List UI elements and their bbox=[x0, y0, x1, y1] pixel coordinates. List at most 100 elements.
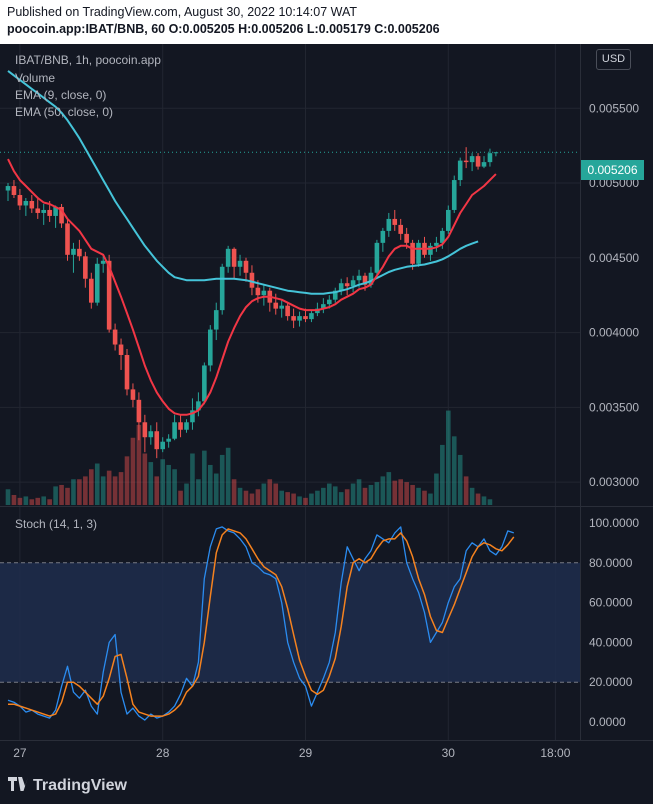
candle bbox=[196, 392, 201, 417]
candle-body bbox=[154, 431, 160, 450]
candle bbox=[451, 175, 457, 213]
volume-bar bbox=[166, 464, 171, 505]
volume-bar bbox=[344, 489, 350, 505]
volume-bar bbox=[172, 469, 177, 505]
stoch-tick-label: 0.0000 bbox=[589, 715, 626, 729]
volume-bar bbox=[255, 489, 261, 505]
volume-bar bbox=[83, 476, 88, 505]
candle bbox=[261, 284, 267, 306]
stoch-tick-label: 60.0000 bbox=[589, 596, 633, 610]
candle-body bbox=[124, 354, 130, 390]
stoch-tick-label: 40.0000 bbox=[589, 635, 633, 649]
candle bbox=[118, 338, 124, 370]
volume-bar bbox=[59, 484, 64, 505]
volume-bar bbox=[279, 490, 284, 505]
candle-body bbox=[178, 422, 183, 430]
candle-body bbox=[118, 344, 124, 355]
candle bbox=[59, 203, 64, 228]
candle-body bbox=[5, 186, 11, 191]
ema-lines bbox=[0, 70, 580, 416]
candle bbox=[457, 157, 463, 187]
stoch-tick-label: 20.0000 bbox=[589, 675, 633, 689]
candle-body bbox=[493, 152, 499, 154]
candle-body bbox=[136, 399, 142, 423]
stoch-band-fill bbox=[0, 562, 580, 683]
candle-body bbox=[47, 209, 52, 216]
volume-bar bbox=[267, 479, 273, 505]
candle-body bbox=[184, 422, 189, 430]
candle bbox=[428, 242, 433, 261]
candle bbox=[392, 209, 398, 231]
candle bbox=[136, 392, 142, 441]
time-tick-label: 18:00 bbox=[540, 746, 570, 760]
time-tick-label: 27 bbox=[13, 746, 27, 760]
candle-body bbox=[386, 218, 392, 231]
candle bbox=[249, 265, 255, 296]
candle bbox=[481, 156, 487, 169]
candle bbox=[493, 152, 499, 157]
currency-button[interactable]: USD bbox=[596, 49, 631, 70]
candle bbox=[475, 153, 481, 170]
volume-bar bbox=[273, 483, 279, 505]
volume-bar bbox=[196, 479, 201, 505]
candle bbox=[469, 153, 475, 172]
candle bbox=[321, 298, 326, 314]
volume-bar bbox=[380, 476, 386, 505]
candle-body bbox=[196, 401, 201, 411]
candle-body bbox=[23, 200, 29, 206]
candle-body bbox=[17, 195, 23, 206]
candle bbox=[178, 414, 183, 438]
publication-header: Published on TradingView.com, August 30,… bbox=[0, 0, 653, 44]
price-tick-label: 0.005500 bbox=[589, 101, 639, 115]
legend-symbol: IBAT/BNB, 1h, poocoin.app bbox=[15, 53, 161, 67]
candle-body bbox=[243, 260, 249, 273]
volume-bar bbox=[53, 486, 58, 505]
stoch-tick-label: 80.0000 bbox=[589, 556, 633, 570]
candle bbox=[446, 205, 451, 234]
volume-bar bbox=[65, 487, 70, 505]
candle-body bbox=[309, 313, 314, 320]
candle bbox=[35, 198, 41, 219]
volume-bar bbox=[130, 437, 136, 505]
candle-body bbox=[172, 422, 177, 439]
volume-bar bbox=[148, 462, 154, 505]
candle bbox=[53, 205, 58, 228]
volume-bar bbox=[404, 482, 409, 505]
volume-bar bbox=[23, 496, 29, 505]
volume-bar bbox=[112, 476, 118, 505]
candle bbox=[416, 239, 421, 267]
candle bbox=[71, 242, 76, 273]
tradingview-wordmark: TradingView bbox=[33, 777, 127, 794]
volume-bar bbox=[297, 496, 302, 505]
candle bbox=[184, 419, 189, 433]
candle bbox=[434, 236, 439, 252]
candle-body bbox=[297, 316, 302, 321]
volume-bar bbox=[446, 410, 451, 505]
candle bbox=[29, 195, 35, 213]
candle bbox=[83, 251, 88, 288]
candle bbox=[344, 277, 350, 296]
volume-bar bbox=[386, 472, 392, 505]
volume-bar bbox=[463, 476, 469, 505]
candle-body bbox=[225, 248, 231, 267]
volume-bar bbox=[410, 484, 415, 505]
volume-bar bbox=[291, 493, 296, 505]
candle-body bbox=[261, 290, 267, 296]
volume-bar bbox=[178, 490, 183, 505]
candle bbox=[374, 239, 380, 276]
candle-body bbox=[273, 302, 279, 309]
stoch-k-line bbox=[7, 526, 515, 721]
candle-body bbox=[190, 410, 195, 423]
candle-body bbox=[35, 208, 41, 213]
candle bbox=[309, 310, 314, 323]
candle-body bbox=[410, 242, 415, 264]
candle bbox=[41, 203, 46, 225]
candle bbox=[23, 198, 29, 216]
volume-bar bbox=[208, 464, 213, 505]
candle bbox=[148, 425, 154, 445]
candle-body bbox=[440, 230, 445, 243]
grid-lines bbox=[0, 44, 653, 741]
volume-bar bbox=[261, 483, 267, 505]
candle bbox=[231, 247, 237, 279]
